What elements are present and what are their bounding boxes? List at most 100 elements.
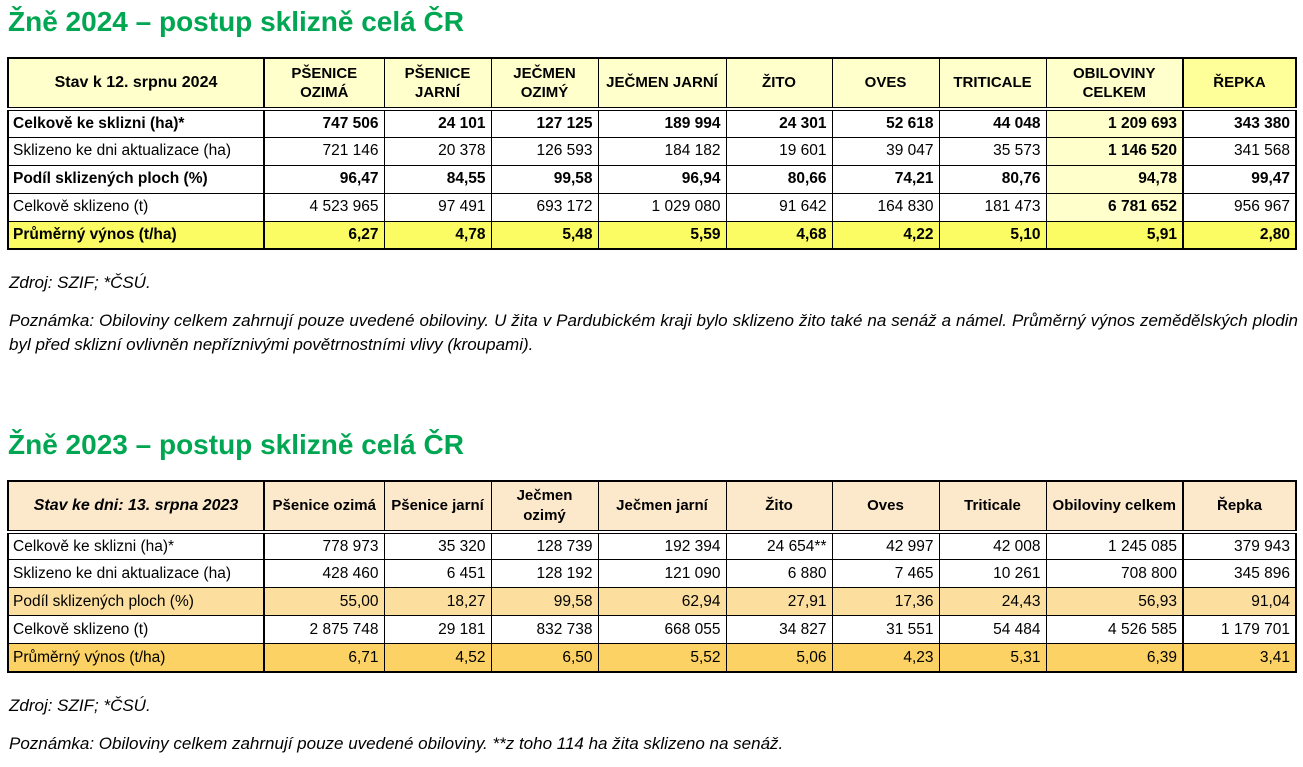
value-cell: 127 125 bbox=[490, 108, 599, 138]
row-label: Sklizeno ke dni aktualizace (ha) bbox=[7, 559, 265, 589]
remark-2023: Poznámka: Obiloviny celkem zahrnují pouz… bbox=[9, 733, 784, 753]
column-header-7: Obiloviny celkem bbox=[1045, 480, 1184, 534]
row-label: Celkově ke sklizni (ha)* bbox=[7, 108, 265, 138]
value-cell: 6,39 bbox=[1045, 643, 1184, 673]
table-2024-body: Celkově ke sklizni (ha)* 747 506 24 101 127… bbox=[7, 108, 1297, 250]
value-cell: 341 568 bbox=[1182, 136, 1297, 166]
value-cell: 126 593 bbox=[490, 136, 599, 166]
value-cell: 18,27 bbox=[383, 587, 492, 617]
value-cell: 84,55 bbox=[383, 164, 492, 194]
value-cell: 96,94 bbox=[597, 164, 727, 194]
row-label: Celkově sklizeno (t) bbox=[7, 615, 265, 645]
value-cell: 39 047 bbox=[831, 136, 940, 166]
value-cell: 6,50 bbox=[490, 643, 599, 673]
value-cell: 24,43 bbox=[938, 587, 1047, 617]
row-label: Podíl sklizených ploch (%) bbox=[7, 587, 265, 617]
value-cell: 4,78 bbox=[383, 220, 492, 250]
column-header-8: Řepka bbox=[1182, 480, 1297, 534]
value-cell: 181 473 bbox=[938, 192, 1047, 222]
table-corner-label: Stav k 12. srpnu 2024 bbox=[7, 57, 265, 112]
table-2023-header: Stav ke dni: 13. srpna 2023 Pšenice ozimá… bbox=[7, 480, 1297, 534]
value-cell: 708 800 bbox=[1045, 559, 1184, 589]
value-cell: 55,00 bbox=[263, 587, 385, 617]
value-cell: 42 997 bbox=[831, 531, 940, 561]
column-header-4: Žito bbox=[725, 480, 833, 534]
row-label: Celkově sklizeno (t) bbox=[7, 192, 265, 222]
value-cell: 29 181 bbox=[383, 615, 492, 645]
value-cell: 99,58 bbox=[490, 587, 599, 617]
table-row: Podíl sklizených ploch (%) 96,47 84,55 99,5… bbox=[7, 164, 1297, 194]
value-cell: 1 029 080 bbox=[597, 192, 727, 222]
value-cell: 5,91 bbox=[1045, 220, 1184, 250]
value-cell: 4,52 bbox=[383, 643, 492, 673]
value-cell: 17,36 bbox=[831, 587, 940, 617]
table-row: Celkově sklizeno (t) 2 875 748 29 181 832 7… bbox=[7, 615, 1297, 645]
value-cell: 97 491 bbox=[383, 192, 492, 222]
value-cell: 5,48 bbox=[490, 220, 599, 250]
value-cell: 721 146 bbox=[263, 136, 385, 166]
column-header-3: Ječmen jarní bbox=[597, 480, 727, 534]
column-header-3: JEČMEN JARNÍ bbox=[597, 57, 727, 112]
value-cell: 428 460 bbox=[263, 559, 385, 589]
section-title-2023: Žně 2023 – postup sklizně celá ČR bbox=[8, 428, 464, 460]
value-cell: 6 781 652 bbox=[1045, 192, 1184, 222]
value-cell: 99,47 bbox=[1182, 164, 1297, 194]
table-row: Podíl sklizených ploch (%) 55,00 18,27 99,5… bbox=[7, 587, 1297, 617]
value-cell: 5,59 bbox=[597, 220, 727, 250]
value-cell: 121 090 bbox=[597, 559, 727, 589]
value-cell: 35 320 bbox=[383, 531, 492, 561]
section-title-2024: Žně 2024 – postup sklizně celá ČR bbox=[8, 6, 464, 37]
value-cell: 1 245 085 bbox=[1045, 531, 1184, 561]
value-cell: 20 378 bbox=[383, 136, 492, 166]
value-cell: 35 573 bbox=[938, 136, 1047, 166]
table-row: Sklizeno ke dni aktualizace (ha) 428 460 6… bbox=[7, 559, 1297, 589]
value-cell: 128 192 bbox=[490, 559, 599, 589]
value-cell: 4 526 585 bbox=[1045, 615, 1184, 645]
row-label: Průměrný výnos (t/ha) bbox=[7, 220, 265, 250]
value-cell: 6 880 bbox=[725, 559, 833, 589]
row-label: Podíl sklizených ploch (%) bbox=[7, 164, 265, 194]
value-cell: 52 618 bbox=[831, 108, 940, 138]
value-cell: 42 008 bbox=[938, 531, 1047, 561]
value-cell: 6,27 bbox=[263, 220, 385, 250]
column-header-6: TRITICALE bbox=[938, 57, 1047, 112]
value-cell: 19 601 bbox=[725, 136, 833, 166]
column-header-5: OVES bbox=[831, 57, 940, 112]
value-cell: 1 179 701 bbox=[1182, 615, 1297, 645]
table-row: Celkově sklizeno (t) 4 523 965 97 491 693 1… bbox=[7, 192, 1297, 222]
value-cell: 44 048 bbox=[938, 108, 1047, 138]
header-row: Stav ke dni: 13. srpna 2023 Pšenice ozimá… bbox=[7, 480, 1297, 534]
value-cell: 1 209 693 bbox=[1045, 108, 1184, 138]
value-cell: 34 827 bbox=[725, 615, 833, 645]
value-cell: 6,71 bbox=[263, 643, 385, 673]
value-cell: 27,91 bbox=[725, 587, 833, 617]
value-cell: 4,23 bbox=[831, 643, 940, 673]
table-2024-header: Stav k 12. srpnu 2024 PŠENICE OZIMÁ PŠENIC… bbox=[7, 57, 1297, 112]
value-cell: 4 523 965 bbox=[263, 192, 385, 222]
column-header-6: Triticale bbox=[938, 480, 1047, 534]
value-cell: 5,06 bbox=[725, 643, 833, 673]
value-cell: 80,66 bbox=[725, 164, 833, 194]
column-header-1: Pšenice jarní bbox=[383, 480, 492, 534]
value-cell: 91 642 bbox=[725, 192, 833, 222]
harvest-table-2024: Stav k 12. srpnu 2024 PŠENICE OZIMÁ PŠENIC… bbox=[7, 57, 1297, 251]
value-cell: 31 551 bbox=[831, 615, 940, 645]
value-cell: 96,47 bbox=[263, 164, 385, 194]
table-row: Průměrný výnos (t/ha) 6,27 4,78 5,48 5,59 4,6… bbox=[7, 220, 1297, 250]
value-cell: 5,31 bbox=[938, 643, 1047, 673]
table-row: Sklizeno ke dni aktualizace (ha) 721 146 2… bbox=[7, 136, 1297, 166]
value-cell: 6 451 bbox=[383, 559, 492, 589]
value-cell: 62,94 bbox=[597, 587, 727, 617]
value-cell: 24 101 bbox=[383, 108, 492, 138]
source-note-2023: Zdroj: SZIF; *ČSÚ. bbox=[9, 695, 151, 715]
value-cell: 778 973 bbox=[263, 531, 385, 561]
value-cell: 7 465 bbox=[831, 559, 940, 589]
column-header-4: ŽITO bbox=[725, 57, 833, 112]
column-header-0: Pšenice ozimá bbox=[263, 480, 385, 534]
value-cell: 2,80 bbox=[1182, 220, 1297, 250]
table-corner-label: Stav ke dni: 13. srpna 2023 bbox=[7, 480, 265, 534]
harvest-table-2023: Stav ke dni: 13. srpna 2023 Pšenice ozimá… bbox=[7, 479, 1297, 673]
table-row: Průměrný výnos (t/ha) 6,71 4,52 6,50 5,52 5,0… bbox=[7, 643, 1297, 673]
row-label: Průměrný výnos (t/ha) bbox=[7, 643, 265, 673]
